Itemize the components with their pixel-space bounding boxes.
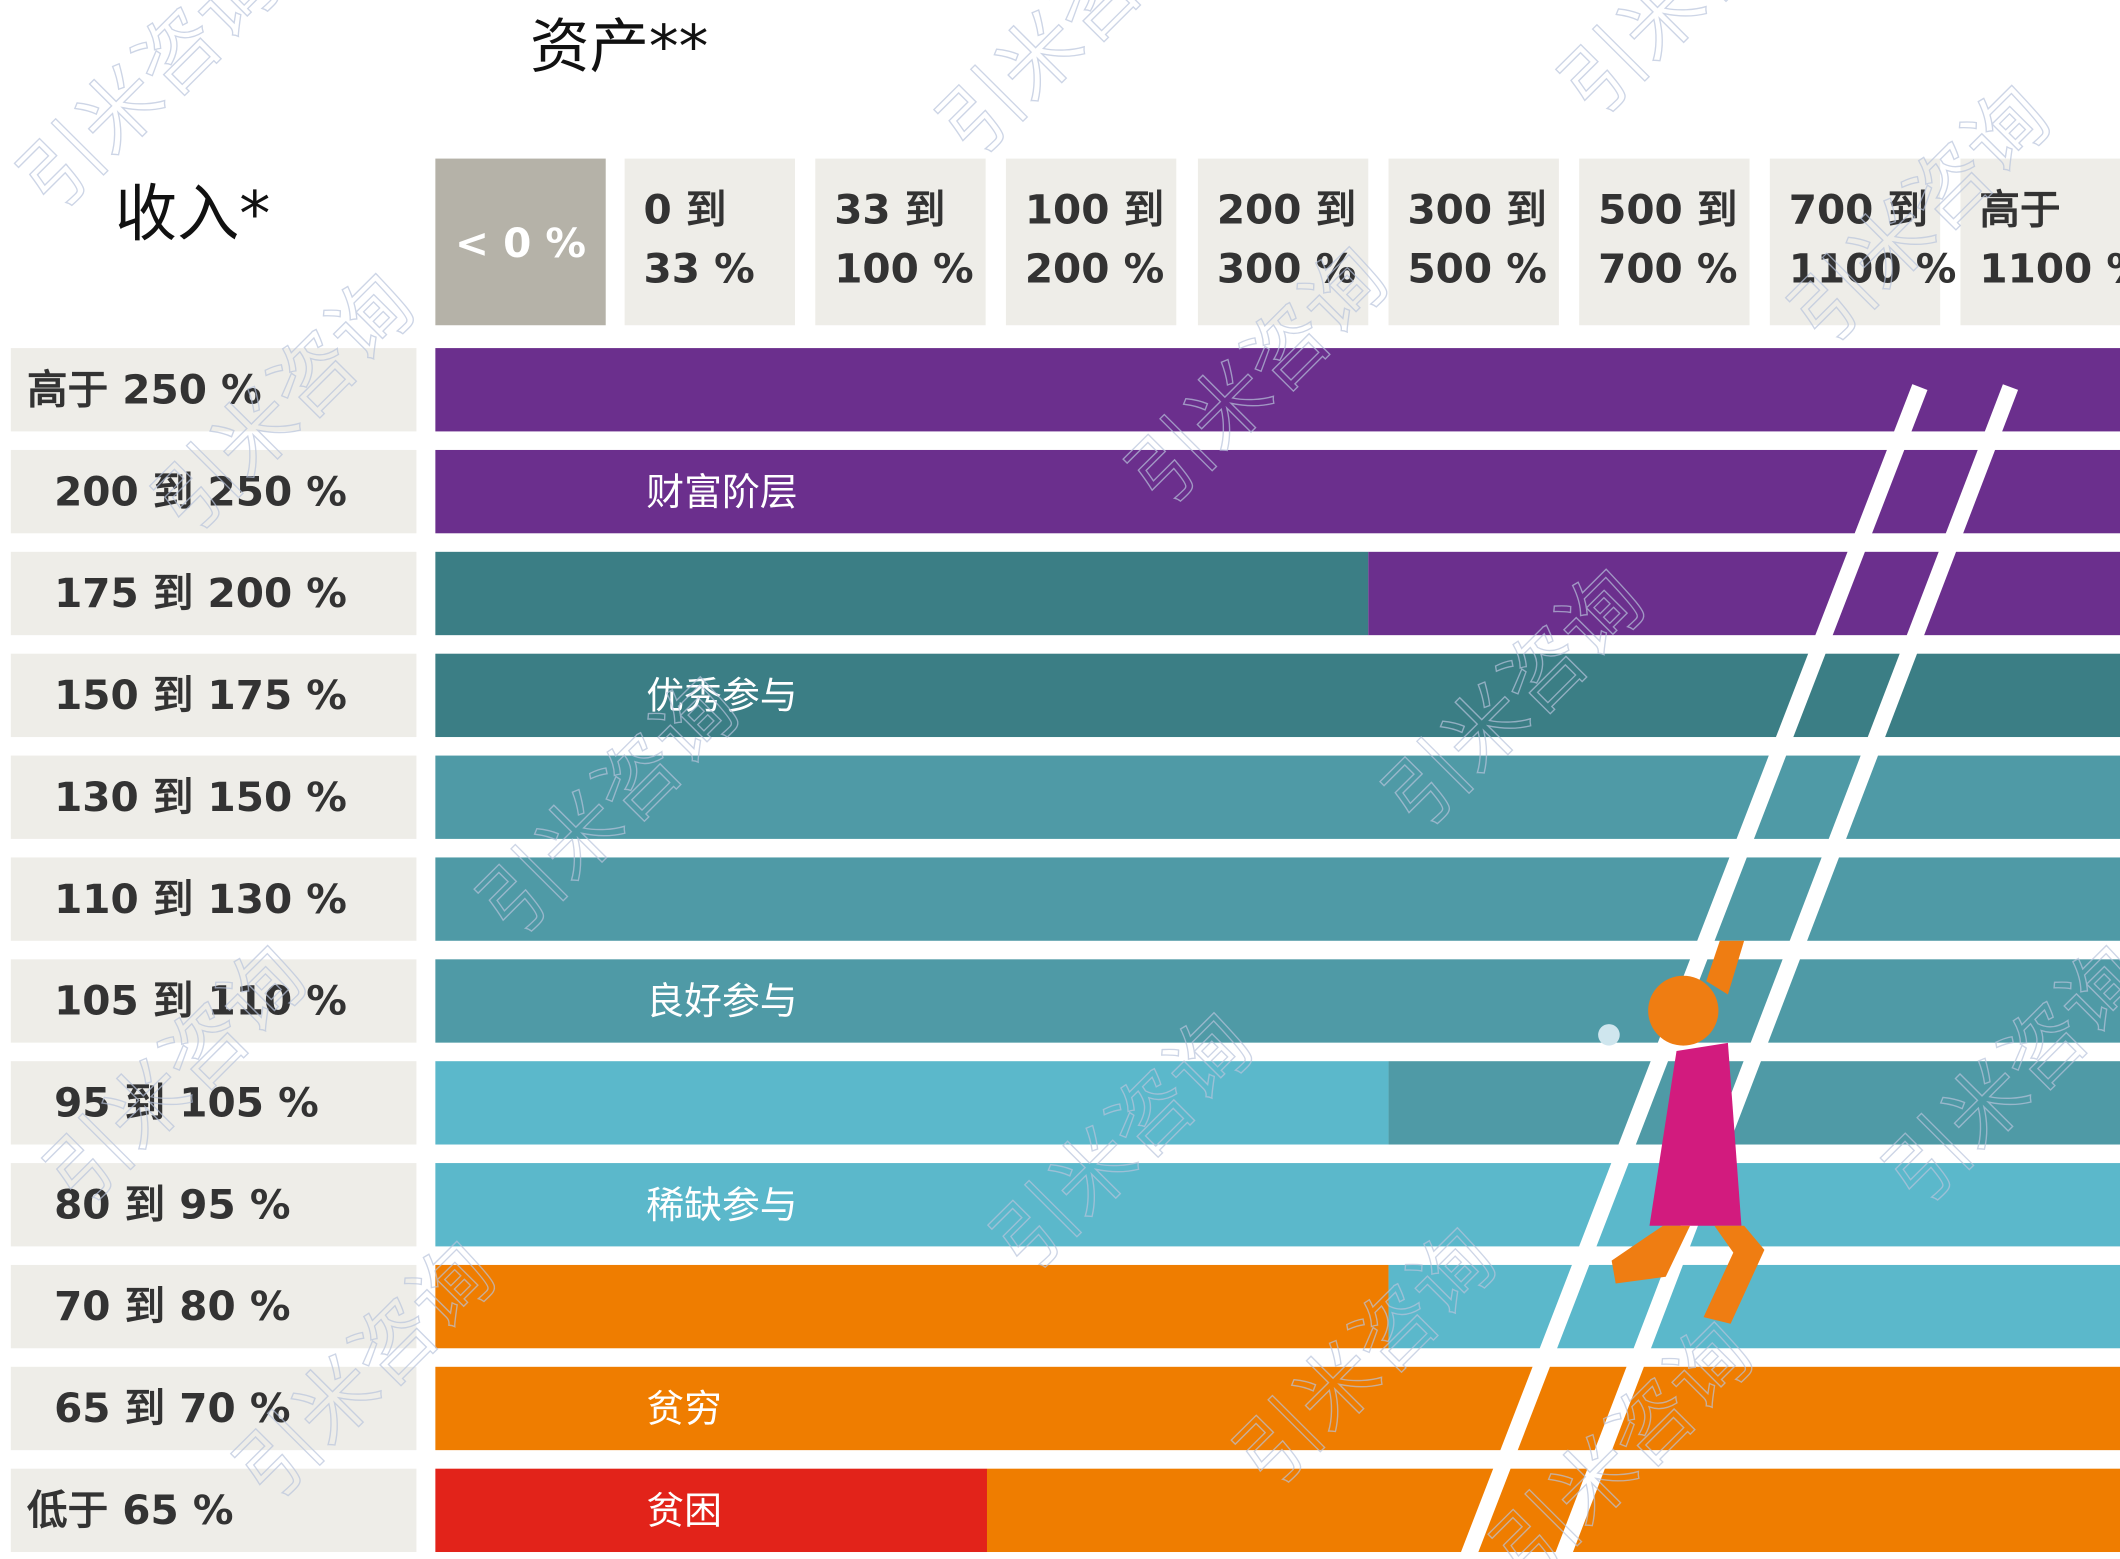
column-header: 300 到 [1407,185,1546,233]
column-header-box [625,159,795,326]
row-label: 130 到 150 % [54,773,347,821]
column-header: 100 % [834,245,973,293]
column-header-box [1006,159,1176,326]
assets-title: 资产** [530,12,708,81]
band-label: 财富阶层 [646,470,797,514]
head [1648,976,1718,1046]
column-header-box [815,159,985,326]
column-header: 200 到 [1217,185,1356,233]
row-label: 低于 65 % [27,1486,233,1534]
watermark: 引米咨询 [1218,1212,1514,1506]
column-header: 700 % [1598,245,1737,293]
row-band [435,552,1368,635]
sweat [1598,1024,1620,1046]
watermark: 引米咨询 [1543,0,1839,135]
income-title: 收入* [115,177,270,250]
column-header: 200 % [1025,245,1164,293]
band-label: 贫困 [646,1489,722,1533]
row-label: 175 到 200 % [54,569,347,617]
column-header: 33 % [644,245,755,293]
row-label: 110 到 130 % [54,875,347,923]
page: 资产** 收入* < 0 % 0 到 33 % 33 到 100 % 100 到 200 %… [0,0,2120,1559]
column-header: 100 到 [1025,185,1164,233]
band-label: 贫穷 [646,1387,722,1431]
row-label: 70 到 80 % [54,1282,290,1330]
column-header: 0 到 [644,185,727,233]
row-band [435,1265,1388,1348]
column-header-box [1579,159,1749,326]
column-header: < 0 % [455,219,586,267]
column-header: 1100 % [1979,245,2120,293]
row-label: 150 到 175 % [54,671,347,719]
column-header: 500 到 [1598,185,1737,233]
row-band [435,857,2120,940]
column-header-box [1389,159,1559,326]
band-label: 稀缺参与 [646,1183,797,1227]
row-band [1368,552,2120,635]
watermark: 引米咨询 [921,0,1217,175]
infographic: 资产** 收入* < 0 % 0 到 33 % 33 到 100 % 100 到 200 %… [0,0,2120,1559]
column-header: 33 到 [834,185,945,233]
column-header: 500 % [1407,245,1546,293]
band-label: 良好参与 [646,979,797,1023]
